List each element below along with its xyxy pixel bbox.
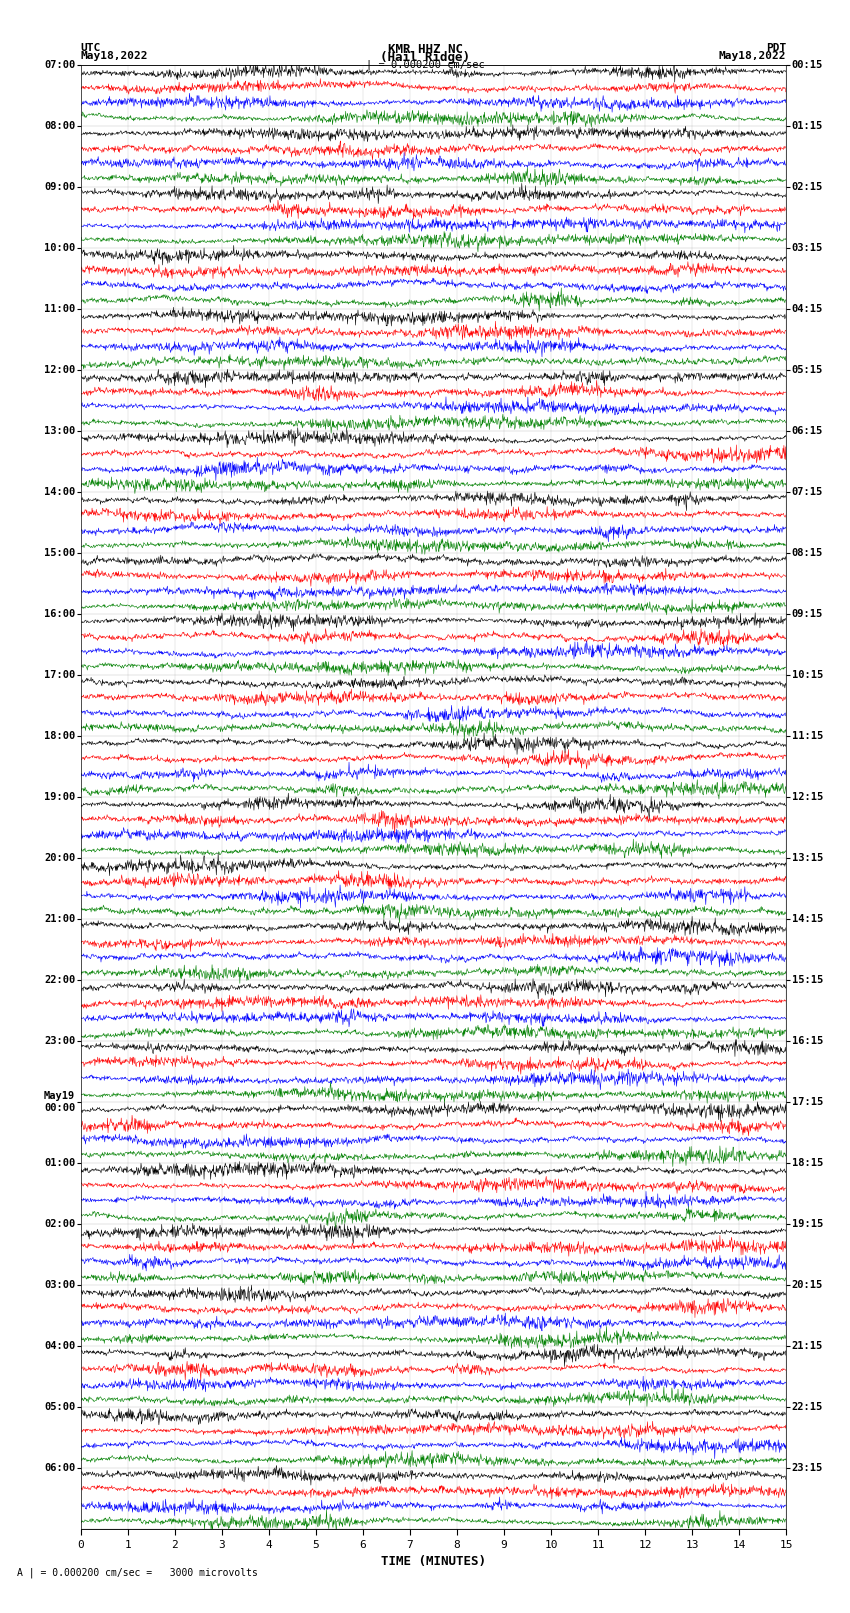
X-axis label: TIME (MINUTES): TIME (MINUTES): [381, 1555, 486, 1568]
Text: PDT: PDT: [766, 44, 786, 53]
Text: UTC: UTC: [81, 44, 101, 53]
Text: (Hail Ridge): (Hail Ridge): [380, 50, 470, 65]
Text: May18,2022: May18,2022: [81, 50, 148, 61]
Text: KMR HHZ NC: KMR HHZ NC: [388, 44, 462, 56]
Text: | = 0.000200 cm/sec: | = 0.000200 cm/sec: [366, 60, 484, 71]
Text: A | = 0.000200 cm/sec =   3000 microvolts: A | = 0.000200 cm/sec = 3000 microvolts: [17, 1566, 258, 1578]
Text: May18,2022: May18,2022: [719, 50, 786, 61]
